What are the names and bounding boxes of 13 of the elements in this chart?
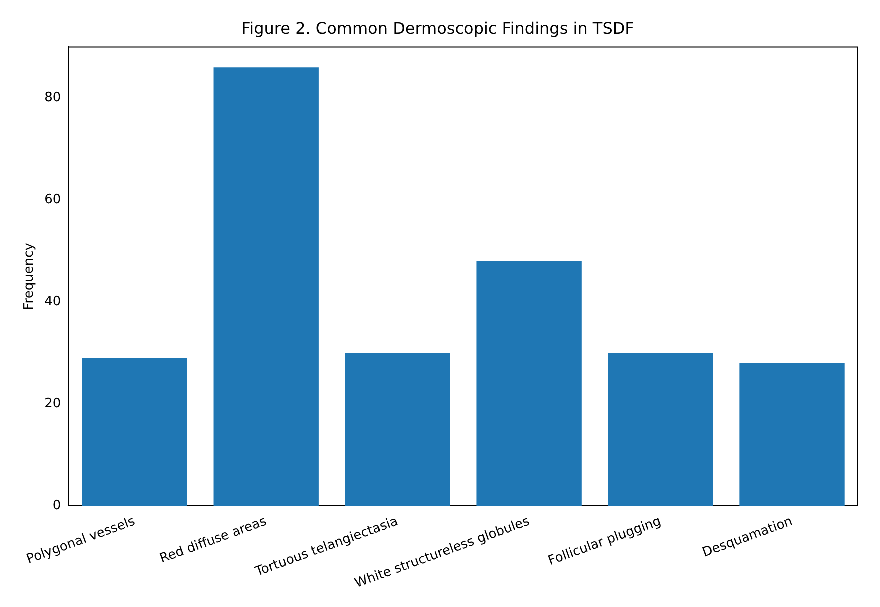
bar bbox=[82, 358, 188, 506]
bar bbox=[608, 353, 714, 506]
bar bbox=[345, 353, 450, 506]
y-tick-label: 40 bbox=[44, 294, 62, 310]
y-tick-label: 0 bbox=[52, 498, 62, 514]
y-tick-label: 60 bbox=[44, 192, 62, 208]
y-tick-label: 80 bbox=[44, 90, 62, 106]
y-tick-label: 20 bbox=[44, 396, 62, 412]
y-axis-title: Frequency bbox=[22, 242, 38, 310]
bar bbox=[476, 261, 582, 506]
chart-title: Figure 2. Common Dermoscopic Findings in TSDF bbox=[242, 18, 634, 38]
bar bbox=[740, 363, 845, 506]
bar bbox=[214, 68, 319, 506]
